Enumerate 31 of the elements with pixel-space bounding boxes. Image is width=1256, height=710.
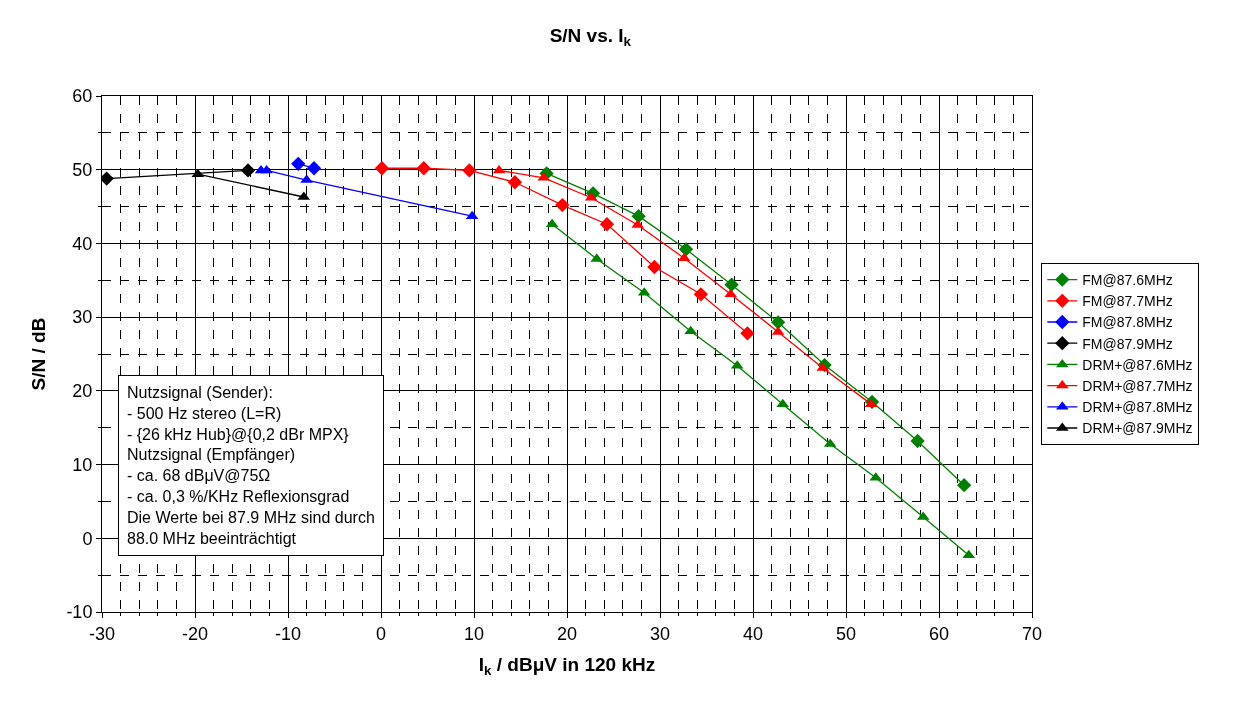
legend-label: FM@87.8MHz (1082, 314, 1173, 331)
legend-label: DRM+@87.9MHz (1082, 420, 1193, 437)
x-tick-label: 40 (742, 623, 764, 644)
y-axis-title: S/N / dB (28, 317, 50, 391)
x-tick-label: 20 (556, 623, 578, 644)
x-tick-label: -20 (181, 623, 209, 644)
y-tick-label: 20 (72, 381, 93, 402)
chart-title: S/N vs. I$_{k}$ (549, 24, 632, 49)
x-tick-label: -30 (88, 623, 116, 644)
y-tick-label: 40 (72, 233, 93, 254)
legend-label: FM@87.9MHz (1082, 335, 1173, 352)
y-tick-label: 50 (72, 160, 93, 181)
y-tick-label: 0 (82, 528, 93, 549)
x-tick-label: 10 (463, 623, 485, 644)
annotation: Nutzsignal (Sender): - 500 Hz stereo (L=R) - {26 kHz Hub}@{0,2 dBr MPX} Nutzsignal (Empfänger) - ca. 68 dBμV@75Ω - ca. 0,3 %/KHz Reflexionsgrad Die Werte bei 87.9 MHz sind durch 88.0 MHz beeinträchtigt (127, 384, 375, 547)
x-tick-label: 0 (375, 623, 387, 644)
y-tick-label: 30 (72, 307, 93, 328)
x-tick-label: 70 (1021, 623, 1043, 644)
x-tick-label: 60 (928, 623, 950, 644)
legend-label: DRM+@87.6MHz (1082, 356, 1193, 373)
y-tick-label: 60 (72, 86, 93, 107)
legend-label: DRM+@87.8MHz (1082, 399, 1193, 416)
legend-label: FM@87.7MHz (1082, 293, 1173, 310)
x-tick-label: 50 (835, 623, 857, 644)
y-tick-label: -10 (66, 602, 93, 623)
legend-label: DRM+@87.7MHz (1082, 378, 1193, 395)
legend-label: FM@87.6MHz (1082, 272, 1173, 289)
x-axis-title: I$_{k}$ / dBμV in 120 kHz (478, 654, 656, 679)
y-tick-label: 10 (72, 454, 93, 475)
x-tick-label: 30 (649, 623, 671, 644)
x-tick-label: -10 (274, 623, 302, 644)
